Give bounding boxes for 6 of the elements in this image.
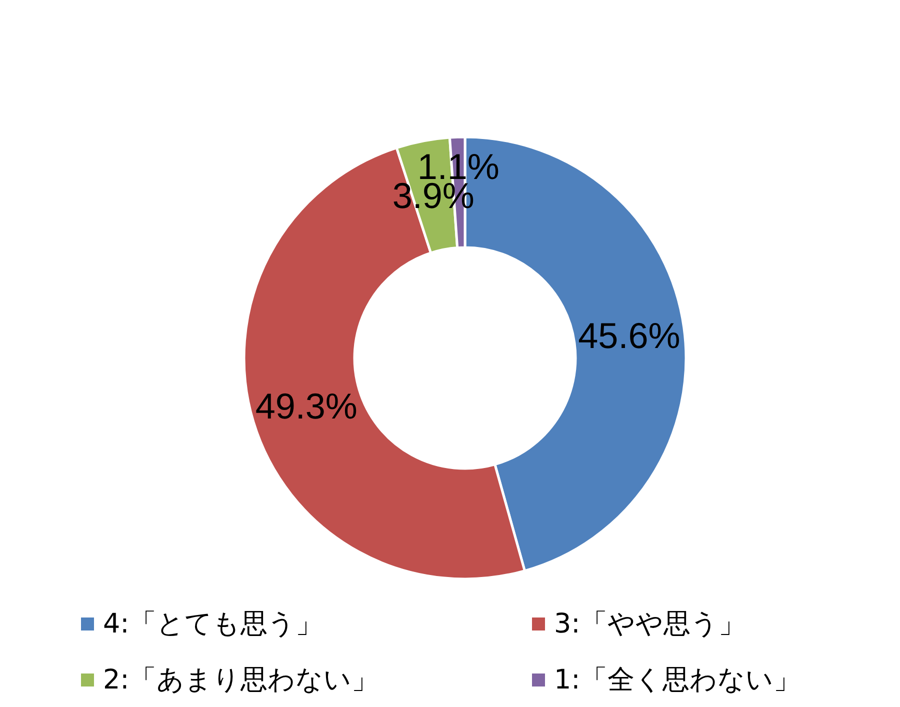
- legend-label: 2:「あまり思わない」: [103, 664, 378, 696]
- legend-label: 4:「とても思う」: [103, 608, 322, 640]
- data-label: 45.6%: [578, 314, 680, 356]
- legend-label: 1:「全く思わない」: [554, 664, 800, 696]
- legend-label: 3:「やや思う」: [554, 608, 746, 640]
- data-label: 49.3%: [255, 386, 358, 427]
